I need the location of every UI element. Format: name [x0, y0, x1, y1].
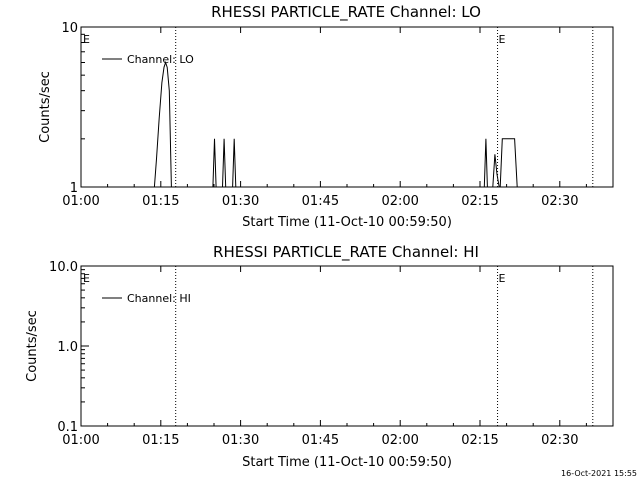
event-label: E [83, 33, 90, 46]
series-line-lo [153, 60, 518, 188]
event-label: E [83, 272, 90, 285]
y-tick-label: 0.1 [57, 420, 78, 435]
plot-frame-hi [80, 265, 614, 427]
x-tick-label: 01:45 [302, 433, 339, 448]
x-tick-labels-hi: 01:00 01:15 01:30 01:45 02:00 02:15 02:30 [62, 266, 587, 448]
x-tick-label: 01:00 [62, 433, 99, 448]
x-tick-labels-lo: 01:00 01:15 01:30 01:45 02:00 02:15 02:30 [62, 27, 587, 209]
legend-label-hi: Channel: HI [127, 292, 191, 305]
event-label: E [499, 272, 506, 285]
y-axis-label-lo: Counts/sec [38, 71, 53, 143]
chart-panel-hi: RHESSI PARTICLE_RATE Channel: HI Counts/… [25, 243, 614, 470]
chart-title-lo: RHESSI PARTICLE_RATE Channel: LO [211, 3, 481, 22]
x-axis-label-hi: Start Time (11-Oct-10 00:59:50) [242, 455, 452, 470]
y-tick-label: 10 [61, 21, 78, 36]
legend-lo: Channel: LO [102, 53, 194, 66]
x-tick-label: 02:00 [381, 194, 418, 209]
x-axis-label-lo: Start Time (11-Oct-10 00:59:50) [242, 215, 452, 230]
y-tick-label: 1.0 [57, 340, 78, 355]
y-tick-labels-lo: 1 10 [61, 21, 89, 196]
x-tick-label: 01:30 [222, 194, 259, 209]
x-tick-label: 02:30 [541, 433, 578, 448]
x-tick-label: 01:15 [142, 194, 179, 209]
x-tick-label: 02:15 [461, 433, 498, 448]
x-tick-label: 01:30 [222, 433, 259, 448]
x-tick-label: 01:15 [142, 433, 179, 448]
plot-frame-lo [80, 26, 614, 188]
y-tick-labels-hi: 0.1 1.0 10.0 [49, 260, 89, 435]
y-tick-label: 1 [70, 181, 78, 196]
chart-panel-lo: RHESSI PARTICLE_RATE Channel: LO Counts/… [38, 3, 614, 230]
chart-title-hi: RHESSI PARTICLE_RATE Channel: HI [213, 243, 479, 262]
event-label: E [499, 33, 506, 46]
x-tick-label: 02:30 [541, 194, 578, 209]
legend-hi: Channel: HI [102, 292, 191, 305]
legend-label-lo: Channel: LO [127, 53, 194, 66]
x-tick-label: 02:00 [381, 433, 418, 448]
x-tick-label: 01:45 [302, 194, 339, 209]
y-tick-label: 10.0 [49, 260, 78, 275]
timestamp-label: 16-Oct-2021 15:55 [561, 469, 637, 478]
y-axis-label-hi: Counts/sec [25, 310, 40, 382]
x-tick-label: 01:00 [62, 194, 99, 209]
x-tick-label: 02:15 [461, 194, 498, 209]
